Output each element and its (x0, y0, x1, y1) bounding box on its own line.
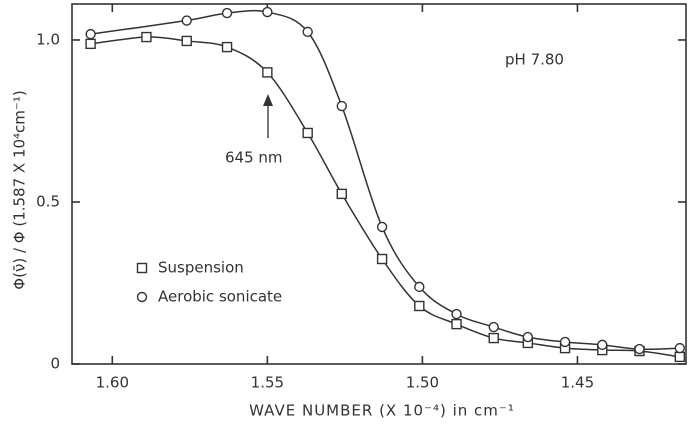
marker-circle (85, 28, 96, 40)
marker-circle (522, 331, 534, 343)
x-tick-label: 1.50 (406, 374, 439, 392)
marker-square (221, 41, 233, 53)
x-tick-label: 1.45 (561, 374, 594, 392)
marker-circle (559, 336, 571, 348)
y-tick-label: 0.5 (36, 192, 60, 210)
marker-square (181, 35, 192, 47)
series-line (90, 36, 680, 358)
y-axis-label: Φ(ν̄) / Φ (1.587 X 10⁴cm⁻¹) (11, 90, 29, 289)
marker-circle (488, 321, 499, 333)
x-tick-label: 1.55 (251, 374, 284, 392)
marker-circle (634, 343, 645, 355)
x-axis-label: WAVE NUMBER (X 10⁻⁴) in cm⁻¹ (249, 402, 515, 420)
legend-marker (136, 291, 148, 303)
marker-circle (221, 7, 233, 19)
plot-frame (71, 3, 687, 365)
marker-circle (181, 15, 192, 26)
annotation: 645 nm (225, 149, 283, 167)
marker-circle (262, 6, 273, 18)
legend-label: Aerobic sonicate (158, 288, 282, 306)
marker-circle (597, 339, 608, 351)
marker-circle (376, 221, 388, 233)
marker-circle (414, 281, 425, 293)
marker-square (451, 318, 462, 330)
marker-square (376, 253, 388, 265)
marker-square (674, 351, 685, 363)
marker-square (336, 188, 347, 200)
marker-square (262, 67, 273, 78)
y-tick-label: 1.0 (36, 30, 60, 48)
y-tick-label: 0 (50, 355, 60, 373)
x-tick-label: 1.60 (96, 374, 129, 392)
marker-square (302, 127, 313, 139)
marker-square (85, 38, 96, 50)
marker-square (141, 31, 152, 43)
series-line (90, 9, 680, 350)
marker-circle (336, 100, 347, 112)
legend-label: Suspension (158, 259, 244, 277)
marker-circle (302, 26, 313, 38)
arrow (263, 94, 273, 138)
marker-circle (674, 342, 685, 354)
marker-circle (451, 308, 462, 320)
annotation: pH 7.80 (505, 51, 564, 69)
legend-marker (136, 262, 148, 274)
marker-square (488, 332, 499, 344)
marker-square (414, 300, 425, 312)
